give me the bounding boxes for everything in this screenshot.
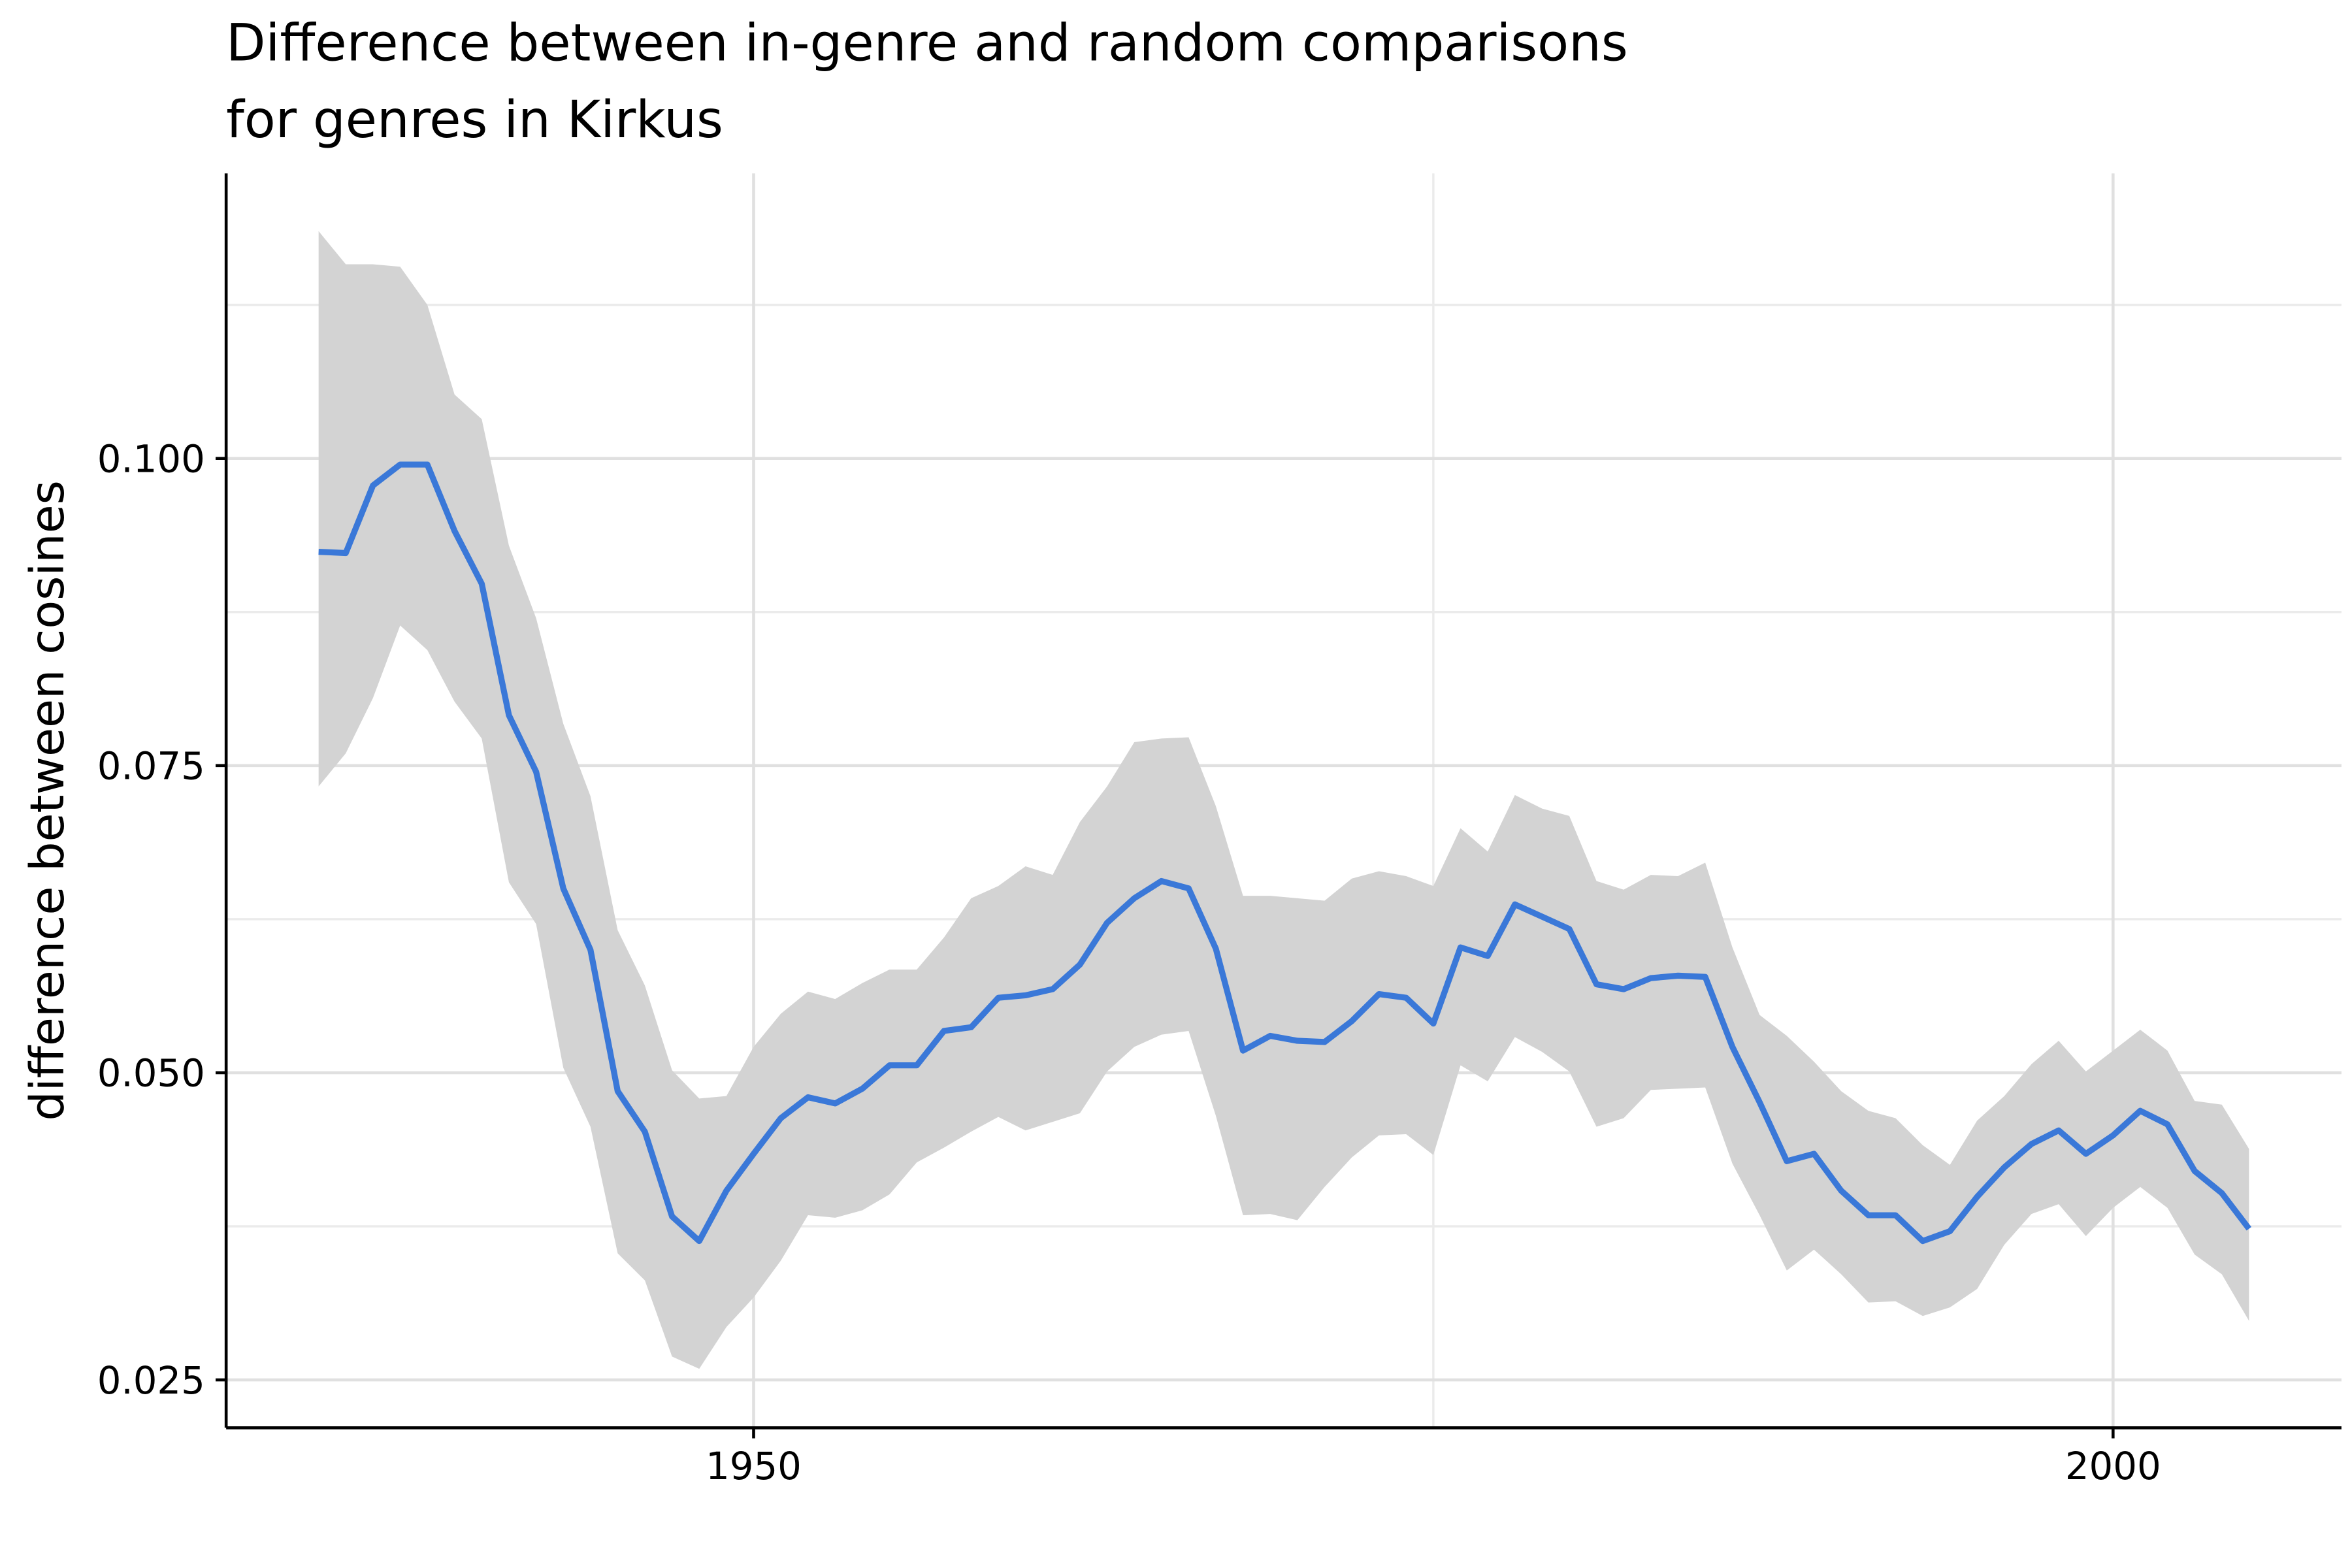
plot-area	[318, 231, 2252, 1369]
y-tick-label: 0.050	[97, 1051, 205, 1096]
confidence-band	[318, 231, 2249, 1369]
chart-title: for genres in Kirkus	[226, 90, 723, 150]
axes: 0.025 0.050 0.075 0.100 1950 2000	[97, 173, 2342, 1488]
y-tick-label: 0.100	[97, 436, 205, 481]
x-tick-label: 2000	[2065, 1444, 2161, 1488]
y-tick-label: 0.025	[97, 1358, 205, 1403]
line	[318, 461, 2252, 1245]
y-tick-label: 0.075	[97, 744, 205, 789]
x-tick-label: 1950	[706, 1444, 802, 1488]
y-axis-label: difference between cosines	[20, 480, 74, 1121]
chart-title: Difference between in-genre and random c…	[226, 12, 1628, 73]
